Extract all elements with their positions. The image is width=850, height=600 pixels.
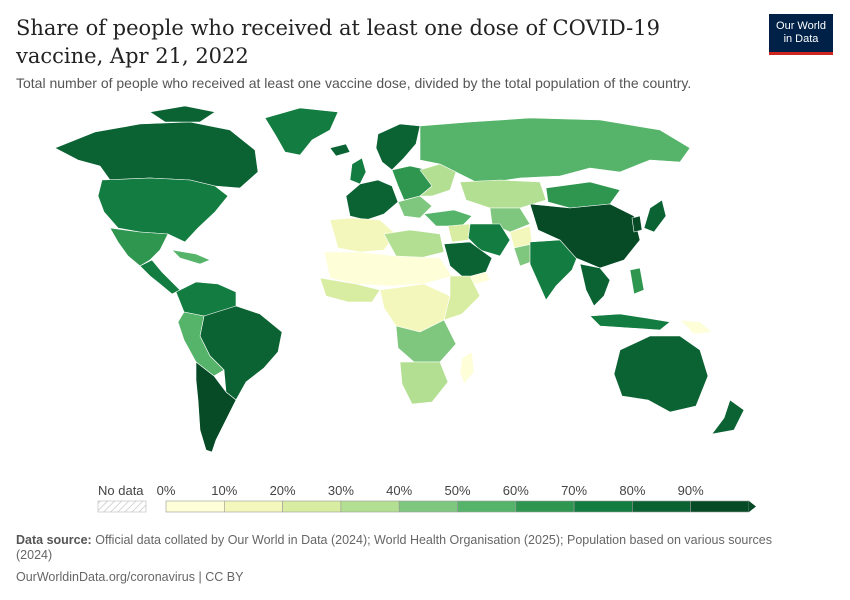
region-russia[interactable] — [419, 117, 691, 185]
legend-tick-label: 50% — [444, 483, 470, 498]
region-japan[interactable] — [643, 199, 667, 233]
region-east-africa[interactable] — [443, 275, 481, 321]
legend-tick-label: 60% — [503, 483, 529, 498]
logo-line-2: in Data — [783, 33, 819, 45]
region-caribbean[interactable] — [171, 249, 211, 265]
region-iceland[interactable] — [329, 143, 351, 157]
region-canada-islands[interactable] — [149, 105, 216, 123]
legend-cell[interactable] — [515, 500, 575, 513]
legend-tick-label: 70% — [561, 483, 587, 498]
legend-cell[interactable] — [224, 500, 283, 513]
legend-cell[interactable] — [398, 500, 458, 513]
legend-tick-label: 80% — [619, 483, 645, 498]
region-west-africa[interactable] — [319, 277, 381, 303]
chart-subtitle: Total number of people who received at l… — [16, 75, 692, 91]
region-indonesia[interactable] — [589, 313, 671, 331]
logo-line-1: Our World — [776, 20, 826, 32]
region-kazakhstan[interactable] — [459, 179, 547, 209]
legend-arrow — [749, 501, 756, 512]
legend-no-data-label: No data — [98, 483, 144, 498]
region-australia[interactable] — [613, 335, 709, 413]
legend-cell[interactable] — [573, 500, 633, 513]
region-papua-new-guinea[interactable] — [679, 319, 713, 335]
legend-tick-label: 40% — [386, 483, 412, 498]
legend-cell[interactable] — [165, 500, 225, 513]
legend-cell[interactable] — [690, 500, 750, 513]
region-western-europe[interactable] — [345, 179, 399, 221]
legend-cell[interactable] — [457, 500, 517, 513]
region-madagascar[interactable] — [459, 351, 475, 385]
legend-cell[interactable] — [632, 500, 692, 513]
legend-no-data-swatch — [97, 500, 147, 513]
legend-cell[interactable] — [282, 500, 342, 513]
region-southern-africa-north[interactable] — [395, 319, 457, 363]
region-korea[interactable] — [631, 215, 643, 233]
world-map[interactable] — [0, 100, 850, 480]
legend-cell[interactable] — [340, 500, 400, 513]
region-china[interactable] — [529, 203, 641, 269]
region-central-america[interactable] — [139, 259, 181, 295]
legend-tick-label: 90% — [678, 483, 704, 498]
region-balkans[interactable] — [397, 195, 433, 219]
region-usa[interactable] — [97, 177, 229, 243]
chart-title: Share of people who received at least on… — [16, 16, 660, 68]
region-turkey[interactable] — [423, 209, 473, 227]
region-mexico[interactable] — [109, 227, 169, 267]
data-source: Data source: Official data collated by O… — [16, 533, 806, 563]
region-southern-africa[interactable] — [399, 361, 449, 405]
region-argentina-chile[interactable] — [195, 361, 237, 453]
region-uk[interactable] — [349, 157, 367, 185]
data-source-text: Official data collated by Our World in D… — [16, 533, 772, 562]
region-scandinavia[interactable] — [375, 123, 421, 171]
region-new-zealand[interactable] — [711, 399, 745, 435]
region-iraq-syria[interactable] — [447, 223, 471, 243]
region-southeast-asia[interactable] — [579, 263, 611, 307]
footer-url[interactable]: OurWorldinData.org/coronavirus | CC BY — [16, 570, 244, 584]
legend-tick-label: 0% — [157, 483, 176, 498]
owid-logo[interactable]: Our World in Data — [769, 14, 833, 55]
region-peru-bolivia[interactable] — [177, 311, 225, 377]
data-source-label: Data source: — [16, 533, 92, 547]
region-philippines[interactable] — [629, 267, 645, 295]
legend-tick-label: 20% — [270, 483, 296, 498]
region-sahel[interactable] — [323, 251, 453, 287]
region-canada[interactable] — [54, 121, 259, 189]
legend-tick-label: 30% — [328, 483, 354, 498]
region-greenland[interactable] — [264, 107, 339, 156]
region-north-africa-east[interactable] — [383, 229, 445, 259]
legend-tick-label: 10% — [211, 483, 237, 498]
